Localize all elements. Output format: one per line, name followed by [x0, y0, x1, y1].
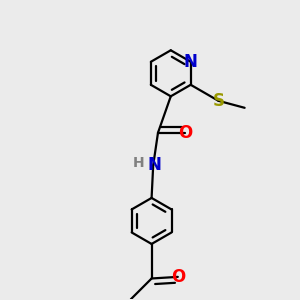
- Text: S: S: [212, 92, 224, 110]
- Text: N: N: [184, 53, 198, 71]
- Text: H: H: [133, 156, 145, 170]
- Text: O: O: [171, 268, 185, 286]
- Text: N: N: [148, 156, 162, 174]
- Text: O: O: [178, 124, 192, 142]
